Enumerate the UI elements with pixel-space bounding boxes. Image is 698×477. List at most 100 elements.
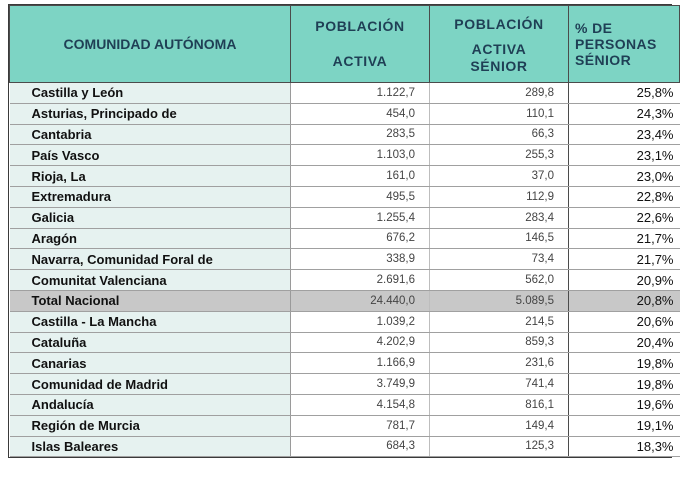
table-row: Cantabria 283,5 66,3 23,4% xyxy=(9,124,680,146)
cell-poblacion-activa: 1.122,7 xyxy=(290,82,430,104)
cell-pct-senior: 20,8% xyxy=(568,290,680,312)
header-poblacion-activa-senior-line-3: SÉNIOR xyxy=(470,57,528,74)
header-poblacion-activa-senior-line-1: POBLACIÓN xyxy=(454,15,544,32)
total-row: Total Nacional 24.440,0 5.089,5 20,8% xyxy=(9,290,680,312)
cell-poblacion-activa: 684,3 xyxy=(290,436,430,458)
table-row: Extremadura 495,5 112,9 22,8% xyxy=(9,186,680,208)
cell-pct-senior: 23,4% xyxy=(568,124,680,146)
cell-poblacion-activa-senior: 110,1 xyxy=(429,103,569,125)
table-row: Región de Murcia 781,7 149,4 19,1% xyxy=(9,415,680,437)
header-pct-senior-line-3: SÉNIOR xyxy=(575,52,632,68)
cell-comunidad: Rioja, La xyxy=(9,165,291,187)
header-pct-senior: % DE PERSONAS SÉNIOR xyxy=(568,5,680,83)
cell-poblacion-activa: 4.154,8 xyxy=(290,394,430,416)
cell-poblacion-activa-senior: 125,3 xyxy=(429,436,569,458)
cell-poblacion-activa-senior: 283,4 xyxy=(429,207,569,229)
cell-comunidad: Región de Murcia xyxy=(9,415,291,437)
table-row: Asturias, Principado de 454,0 110,1 24,3% xyxy=(9,103,680,125)
table-row: Cataluña 4.202,9 859,3 20,4% xyxy=(9,332,680,354)
cell-comunidad: Canarias xyxy=(9,352,291,375)
header-pct-senior-line-1: % DE xyxy=(575,20,613,36)
cell-pct-senior: 19,1% xyxy=(568,415,680,437)
cell-comunidad: Castilla - La Mancha xyxy=(9,311,291,333)
cell-poblacion-activa: 495,5 xyxy=(290,186,430,208)
cell-poblacion-activa-senior: 66,3 xyxy=(429,124,569,146)
cell-comunidad: Cataluña xyxy=(9,332,291,354)
cell-poblacion-activa-senior: 112,9 xyxy=(429,186,569,208)
cell-pct-senior: 20,6% xyxy=(568,311,680,333)
cell-comunidad: Islas Baleares xyxy=(9,436,291,458)
cell-pct-senior: 21,7% xyxy=(568,228,680,250)
header-row: COMUNIDAD AUTÓNOMA POBLACIÓN ACTIVA POBL… xyxy=(9,5,680,83)
cell-poblacion-activa: 781,7 xyxy=(290,415,430,437)
table-body: Castilla y León 1.122,7 289,8 25,8% Asturias… xyxy=(9,82,680,458)
header-poblacion-activa-senior: POBLACIÓN ACTIVA SÉNIOR xyxy=(429,5,569,83)
cell-poblacion-activa: 2.691,6 xyxy=(290,269,430,291)
population-table: COMUNIDAD AUTÓNOMA POBLACIÓN ACTIVA POBL… xyxy=(9,5,680,458)
cell-comunidad: Cantabria xyxy=(9,124,291,146)
cell-poblacion-activa-senior: 5.089,5 xyxy=(429,290,569,312)
cell-poblacion-activa-senior: 562,0 xyxy=(429,269,569,291)
cell-pct-senior: 18,3% xyxy=(568,436,680,458)
cell-poblacion-activa: 676,2 xyxy=(290,228,430,250)
cell-comunidad: Andalucía xyxy=(9,394,291,416)
cell-pct-senior: 19,6% xyxy=(568,394,680,416)
cell-pct-senior: 22,8% xyxy=(568,186,680,208)
cell-comunidad: Castilla y León xyxy=(9,82,291,104)
header-poblacion-activa-line-1: POBLACIÓN xyxy=(315,18,405,34)
table-row: País Vasco 1.103,0 255,3 23,1% xyxy=(9,144,680,167)
cell-pct-senior: 22,6% xyxy=(568,207,680,229)
cell-poblacion-activa-senior: 73,4 xyxy=(429,248,569,271)
cell-poblacion-activa: 4.202,9 xyxy=(290,332,430,354)
cell-comunidad: Extremadura xyxy=(9,186,291,208)
cell-comunidad: País Vasco xyxy=(9,144,291,167)
cell-pct-senior: 20,9% xyxy=(568,269,680,291)
cell-comunidad: Aragón xyxy=(9,228,291,250)
header-poblacion-activa-line-2: ACTIVA xyxy=(332,53,388,69)
table-row: Comunitat Valenciana 2.691,6 562,0 20,9% xyxy=(9,269,680,291)
header-poblacion-activa-senior-line-2: ACTIVA xyxy=(471,40,527,57)
table-row: Aragón 676,2 146,5 21,7% xyxy=(9,228,680,250)
cell-poblacion-activa-senior: 255,3 xyxy=(429,144,569,167)
header-comunidad: COMUNIDAD AUTÓNOMA xyxy=(9,5,291,83)
cell-pct-senior: 24,3% xyxy=(568,103,680,125)
cell-poblacion-activa: 1.166,9 xyxy=(290,352,430,375)
cell-poblacion-activa: 161,0 xyxy=(290,165,430,187)
header-poblacion-activa: POBLACIÓN ACTIVA xyxy=(290,5,430,83)
cell-comunidad: Galicia xyxy=(9,207,291,229)
table-row: Islas Baleares 684,3 125,3 18,3% xyxy=(9,436,680,458)
cell-pct-senior: 19,8% xyxy=(568,352,680,375)
table-row: Navarra, Comunidad Foral de 338,9 73,4 21,7… xyxy=(9,248,680,271)
cell-pct-senior: 20,4% xyxy=(568,332,680,354)
cell-poblacion-activa-senior: 816,1 xyxy=(429,394,569,416)
cell-comunidad: Navarra, Comunidad Foral de xyxy=(9,248,291,271)
population-table-frame: COMUNIDAD AUTÓNOMA POBLACIÓN ACTIVA POBL… xyxy=(8,4,680,459)
cell-poblacion-activa: 1.255,4 xyxy=(290,207,430,229)
cell-poblacion-activa: 24.440,0 xyxy=(290,290,430,312)
cell-pct-senior: 21,7% xyxy=(568,248,680,271)
table-row: Castilla - La Mancha 1.039,2 214,5 20,6% xyxy=(9,311,680,333)
cell-pct-senior: 23,1% xyxy=(568,144,680,167)
cell-pct-senior: 19,8% xyxy=(568,373,680,395)
cell-poblacion-activa: 338,9 xyxy=(290,248,430,271)
cell-comunidad: Comunidad de Madrid xyxy=(9,373,291,395)
cell-poblacion-activa: 454,0 xyxy=(290,103,430,125)
cell-pct-senior: 23,0% xyxy=(568,165,680,187)
cell-comunidad: Total Nacional xyxy=(9,290,291,312)
table-row: Comunidad de Madrid 3.749,9 741,4 19,8% xyxy=(9,373,680,395)
table-row: Canarias 1.166,9 231,6 19,8% xyxy=(9,352,680,375)
cell-poblacion-activa: 1.039,2 xyxy=(290,311,430,333)
cell-poblacion-activa-senior: 37,0 xyxy=(429,165,569,187)
table-row: Andalucía 4.154,8 816,1 19,6% xyxy=(9,394,680,416)
table-row: Galicia 1.255,4 283,4 22,6% xyxy=(9,207,680,229)
cell-poblacion-activa-senior: 146,5 xyxy=(429,228,569,250)
cell-pct-senior: 25,8% xyxy=(568,82,680,104)
header-pct-senior-line-2: PERSONAS xyxy=(575,36,657,52)
cell-poblacion-activa: 1.103,0 xyxy=(290,144,430,167)
cell-poblacion-activa-senior: 741,4 xyxy=(429,373,569,395)
cell-poblacion-activa-senior: 149,4 xyxy=(429,415,569,437)
cell-poblacion-activa-senior: 859,3 xyxy=(429,332,569,354)
cell-poblacion-activa-senior: 231,6 xyxy=(429,352,569,375)
cell-poblacion-activa-senior: 289,8 xyxy=(429,82,569,104)
cell-poblacion-activa: 283,5 xyxy=(290,124,430,146)
